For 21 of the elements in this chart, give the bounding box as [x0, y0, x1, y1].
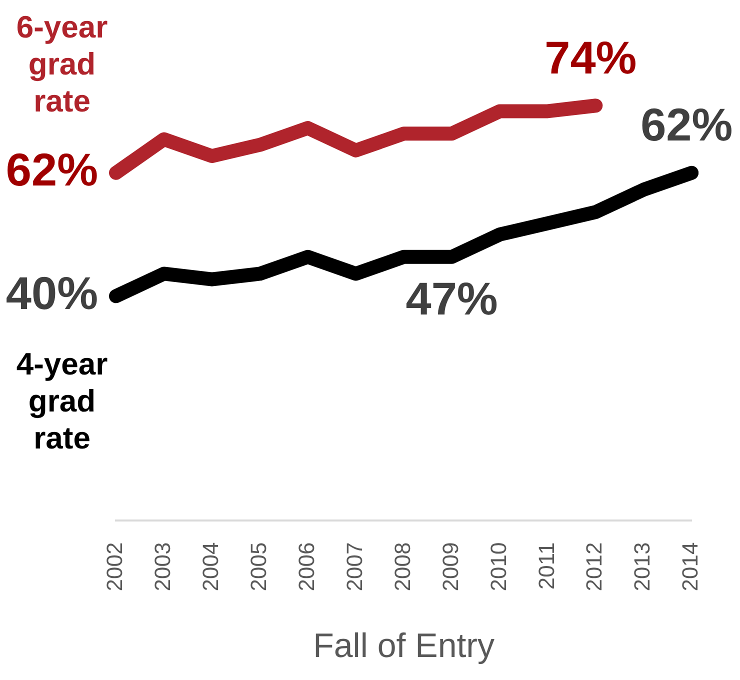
x-axis-title: Fall of Entry — [313, 626, 494, 665]
x-tick-label: 2011 — [534, 542, 559, 590]
x-tick-label: 2009 — [438, 542, 463, 592]
x-tick-label: 2007 — [342, 542, 367, 592]
data-label: 74% — [544, 31, 637, 84]
x-tick-label: 2006 — [294, 542, 319, 592]
x-tick-label: 2002 — [102, 542, 128, 592]
x-tick-label: 2005 — [246, 542, 271, 592]
x-tick-label: 2012 — [582, 542, 607, 592]
x-tick-label: 2013 — [630, 542, 655, 592]
data-label: 62% — [640, 98, 733, 151]
data-label: 62% — [6, 144, 98, 196]
data-label: 47% — [406, 272, 498, 325]
series-label: 4-year grad rate — [16, 346, 108, 456]
x-tick-label: 2014 — [678, 542, 703, 592]
x-tick-label: 2010 — [486, 542, 511, 592]
data-label: 40% — [6, 266, 98, 319]
series-label: 6-year grad rate — [16, 9, 108, 118]
x-tick-label: 2003 — [150, 542, 176, 592]
x-tick-label: 2004 — [198, 542, 223, 592]
x-tick-label: 2008 — [390, 542, 415, 592]
